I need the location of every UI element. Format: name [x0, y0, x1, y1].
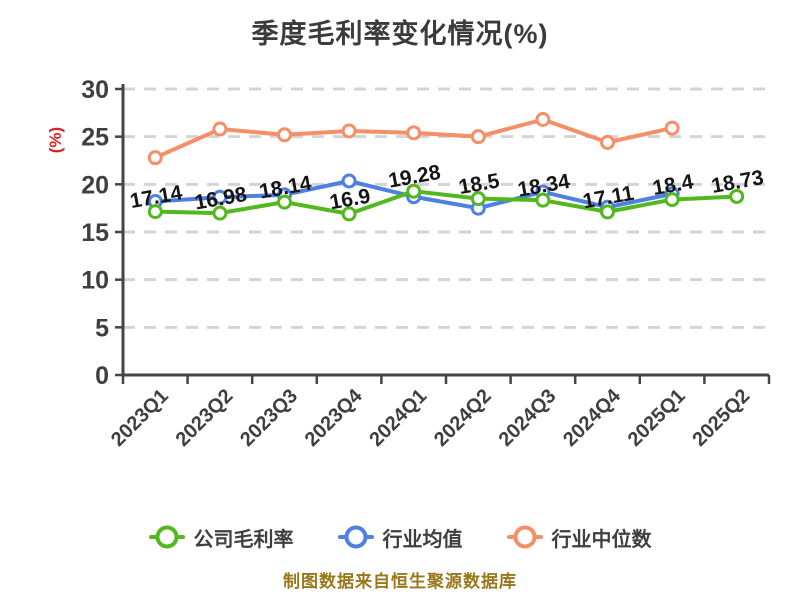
data-point-series-2[interactable]	[470, 129, 486, 145]
x-tick-label: 2025Q2	[688, 385, 754, 451]
data-point-series-1[interactable]	[212, 189, 228, 205]
x-tick-label: 2023Q3	[236, 385, 302, 451]
data-label: 18.73	[710, 166, 766, 198]
data-label: 18.5	[457, 169, 502, 199]
data-point-series-2[interactable]	[277, 127, 292, 143]
data-point-series-1[interactable]	[341, 173, 357, 189]
data-point-series-2[interactable]	[212, 121, 228, 137]
data-point-series-0[interactable]	[600, 204, 615, 220]
source-caption: 制图数据来自恒生聚源数据库	[283, 572, 517, 591]
legend-item-industry-mean[interactable]: 行业均值	[337, 523, 463, 552]
y-axis-title: (%)	[46, 127, 65, 153]
legend: 公司毛利率 行业均值 行业中位数	[0, 518, 800, 556]
data-point-series-2[interactable]	[664, 120, 680, 136]
x-tick-label: 2023Q2	[172, 385, 238, 451]
data-point-series-0[interactable]	[535, 192, 551, 208]
data-label: 18.4	[651, 170, 696, 200]
x-tick-label: 2023Q1	[107, 385, 173, 451]
y-tick-label: 20	[81, 171, 109, 199]
legend-marker-company-icon	[148, 525, 185, 549]
y-tick-label: 30	[81, 76, 109, 104]
legend-label-industry-mean: 行业均值	[382, 528, 463, 551]
x-tick-label: 2025Q1	[624, 385, 690, 451]
data-label: 18.14	[257, 172, 313, 204]
y-tick-label: 15	[81, 219, 109, 247]
data-point-series-2[interactable]	[600, 134, 615, 150]
y-tick-label: 25	[81, 124, 109, 152]
data-point-series-0[interactable]	[212, 205, 228, 221]
data-label: 17.14	[128, 181, 184, 213]
chart-title: 季度毛利率变化情况(%)	[251, 19, 549, 49]
legend-marker-industry-mean-icon	[337, 525, 374, 549]
data-point-series-0[interactable]	[341, 206, 357, 222]
series-line-0	[153, 189, 739, 216]
data-point-series-0[interactable]	[406, 183, 422, 199]
y-tick-label: 0	[95, 362, 109, 390]
legend-marker-industry-median-icon	[506, 525, 543, 549]
legend-label-industry-median: 行业中位数	[551, 528, 652, 551]
x-tick-label: 2024Q2	[430, 385, 496, 451]
x-tick-label: 2024Q1	[365, 385, 431, 451]
y-tick-label: 5	[95, 314, 109, 342]
legend-item-industry-median[interactable]: 行业中位数	[506, 523, 652, 552]
y-tick-label: 10	[81, 267, 109, 295]
data-point-series-2[interactable]	[406, 125, 422, 141]
data-point-series-0[interactable]	[147, 204, 163, 220]
x-tick-label: 2023Q4	[301, 384, 368, 451]
data-point-series-0[interactable]	[277, 194, 292, 210]
x-tick-label: 2024Q3	[495, 385, 561, 451]
x-tick-label: 2024Q4	[559, 384, 626, 451]
data-label: 19.28	[387, 161, 443, 193]
data-point-series-0[interactable]	[470, 191, 486, 207]
legend-label-company: 公司毛利率	[193, 528, 294, 551]
legend-item-company-margin[interactable]: 公司毛利率	[148, 523, 294, 552]
data-point-series-2[interactable]	[341, 123, 357, 139]
data-point-series-2[interactable]	[147, 150, 163, 166]
data-point-series-2[interactable]	[535, 112, 551, 128]
data-point-series-0[interactable]	[729, 188, 745, 204]
data-point-series-0[interactable]	[664, 192, 680, 208]
